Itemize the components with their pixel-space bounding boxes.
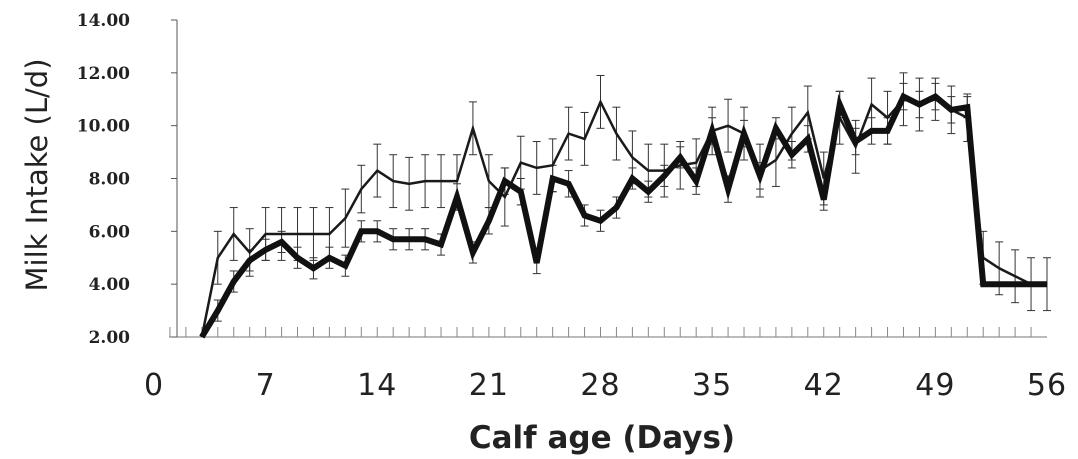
x-tick-label: 49 (915, 368, 955, 403)
y-tick-label: 10.00 (77, 117, 130, 137)
x-tick-label: 21 (469, 368, 509, 403)
y-tick-label: 14.00 (77, 11, 130, 31)
x-tick-label: 42 (804, 368, 844, 403)
y-tick-label: 12.00 (77, 64, 130, 84)
x-tick-label: 7 (256, 368, 276, 403)
y-tick-label: 8.00 (89, 170, 131, 190)
x-tick-label: 28 (580, 368, 620, 403)
error-bars-series-1 (213, 72, 1051, 312)
x-tick-label: 0 (144, 368, 164, 403)
x-axis-ticks: 0 7 14 21 28 35 42 49 56 (144, 368, 1067, 403)
x-axis-title: Calf age (Days) (469, 420, 735, 456)
plot-area (169, 19, 1051, 339)
x-tick-label: 56 (1027, 368, 1067, 403)
y-axis-title: Milk Intake (L/d) (20, 58, 54, 291)
y-tick-label: 2.00 (89, 328, 131, 348)
y-tick-label: 6.00 (89, 222, 131, 242)
x-tick-label: 14 (357, 368, 397, 403)
x-tick-label: 35 (692, 368, 732, 403)
y-axis-ticks: 2.00 4.00 6.00 8.00 10.00 12.00 14.00 (77, 11, 130, 348)
y-tick-label: 4.00 (89, 275, 131, 295)
series-line-2-thick (199, 92, 1047, 339)
series-line-1-thin (200, 97, 1047, 338)
